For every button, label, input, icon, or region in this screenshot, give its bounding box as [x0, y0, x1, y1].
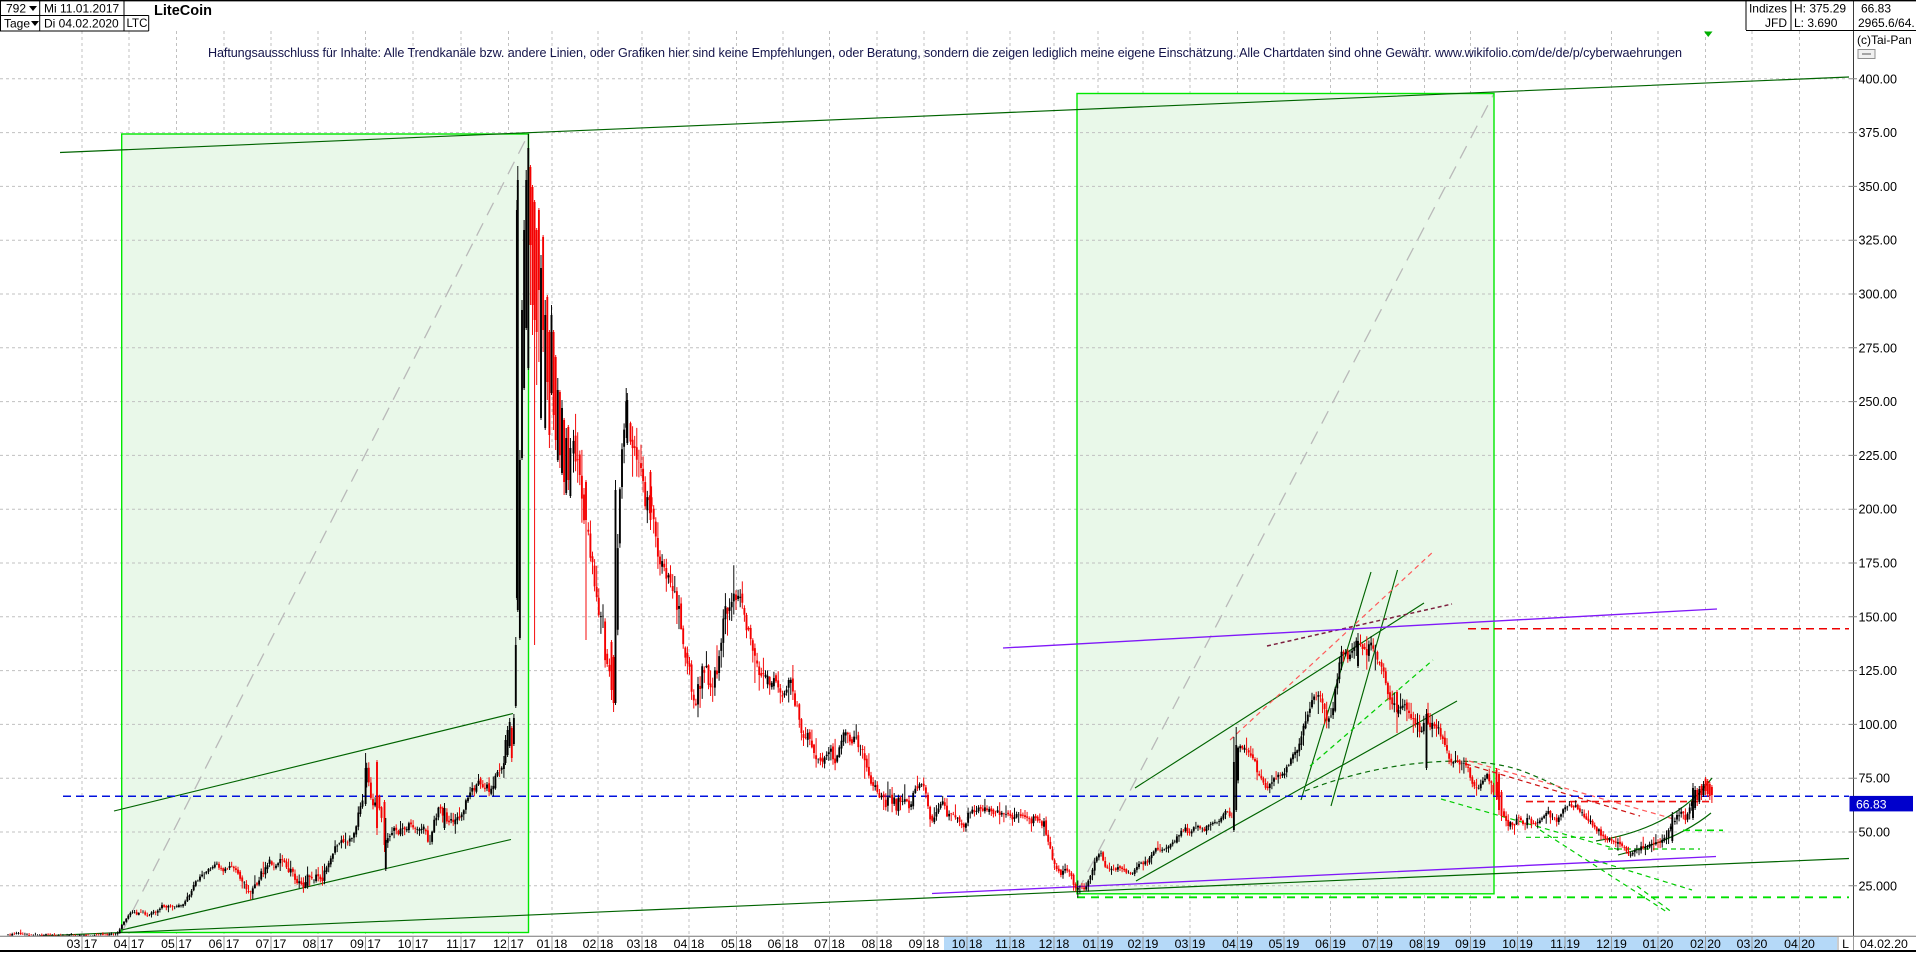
- svg-text:2965.6/64.: 2965.6/64.: [1858, 16, 1915, 30]
- svg-text:325.00: 325.00: [1859, 234, 1898, 248]
- svg-text:200.00: 200.00: [1859, 503, 1898, 517]
- svg-text:Mi 11.01.2017: Mi 11.01.2017: [44, 2, 119, 16]
- svg-text:350.00: 350.00: [1859, 180, 1898, 194]
- svg-text:375.00: 375.00: [1859, 126, 1898, 140]
- svg-text:125.00: 125.00: [1859, 664, 1898, 678]
- svg-text:Haftungsausschluss für Inhalte: Haftungsausschluss für Inhalte: Alle Tre…: [208, 46, 1682, 60]
- svg-text:175.00: 175.00: [1859, 557, 1898, 571]
- svg-text:100.00: 100.00: [1859, 718, 1898, 732]
- svg-text:275.00: 275.00: [1859, 341, 1898, 355]
- svg-text:JFD: JFD: [1765, 16, 1787, 30]
- svg-text:225.00: 225.00: [1859, 449, 1898, 463]
- svg-text:L: L: [1842, 937, 1849, 951]
- svg-text:66.83: 66.83: [1861, 2, 1891, 16]
- svg-text:(c)Tai-Pan: (c)Tai-Pan: [1857, 33, 1912, 47]
- svg-text:50.00: 50.00: [1859, 826, 1891, 840]
- svg-text:LiteCoin: LiteCoin: [154, 3, 212, 19]
- svg-text:400.00: 400.00: [1859, 72, 1898, 86]
- svg-text:LTC: LTC: [127, 18, 148, 30]
- svg-text:25.000: 25.000: [1859, 879, 1898, 893]
- svg-text:Indizes: Indizes: [1749, 2, 1787, 16]
- svg-text:H: 375.29: H: 375.29: [1794, 2, 1846, 16]
- svg-text:Di 04.02.2020: Di 04.02.2020: [44, 17, 119, 31]
- svg-text:L: 3.690: L: 3.690: [1794, 16, 1838, 30]
- svg-text:250.00: 250.00: [1859, 395, 1898, 409]
- svg-text:300.00: 300.00: [1859, 288, 1898, 302]
- svg-text:04.02.20: 04.02.20: [1860, 937, 1908, 951]
- svg-text:150.00: 150.00: [1859, 610, 1898, 624]
- svg-text:66.83: 66.83: [1856, 797, 1887, 811]
- svg-text:75.00: 75.00: [1859, 772, 1891, 786]
- svg-text:792: 792: [6, 2, 26, 16]
- svg-text:Tage: Tage: [4, 17, 30, 31]
